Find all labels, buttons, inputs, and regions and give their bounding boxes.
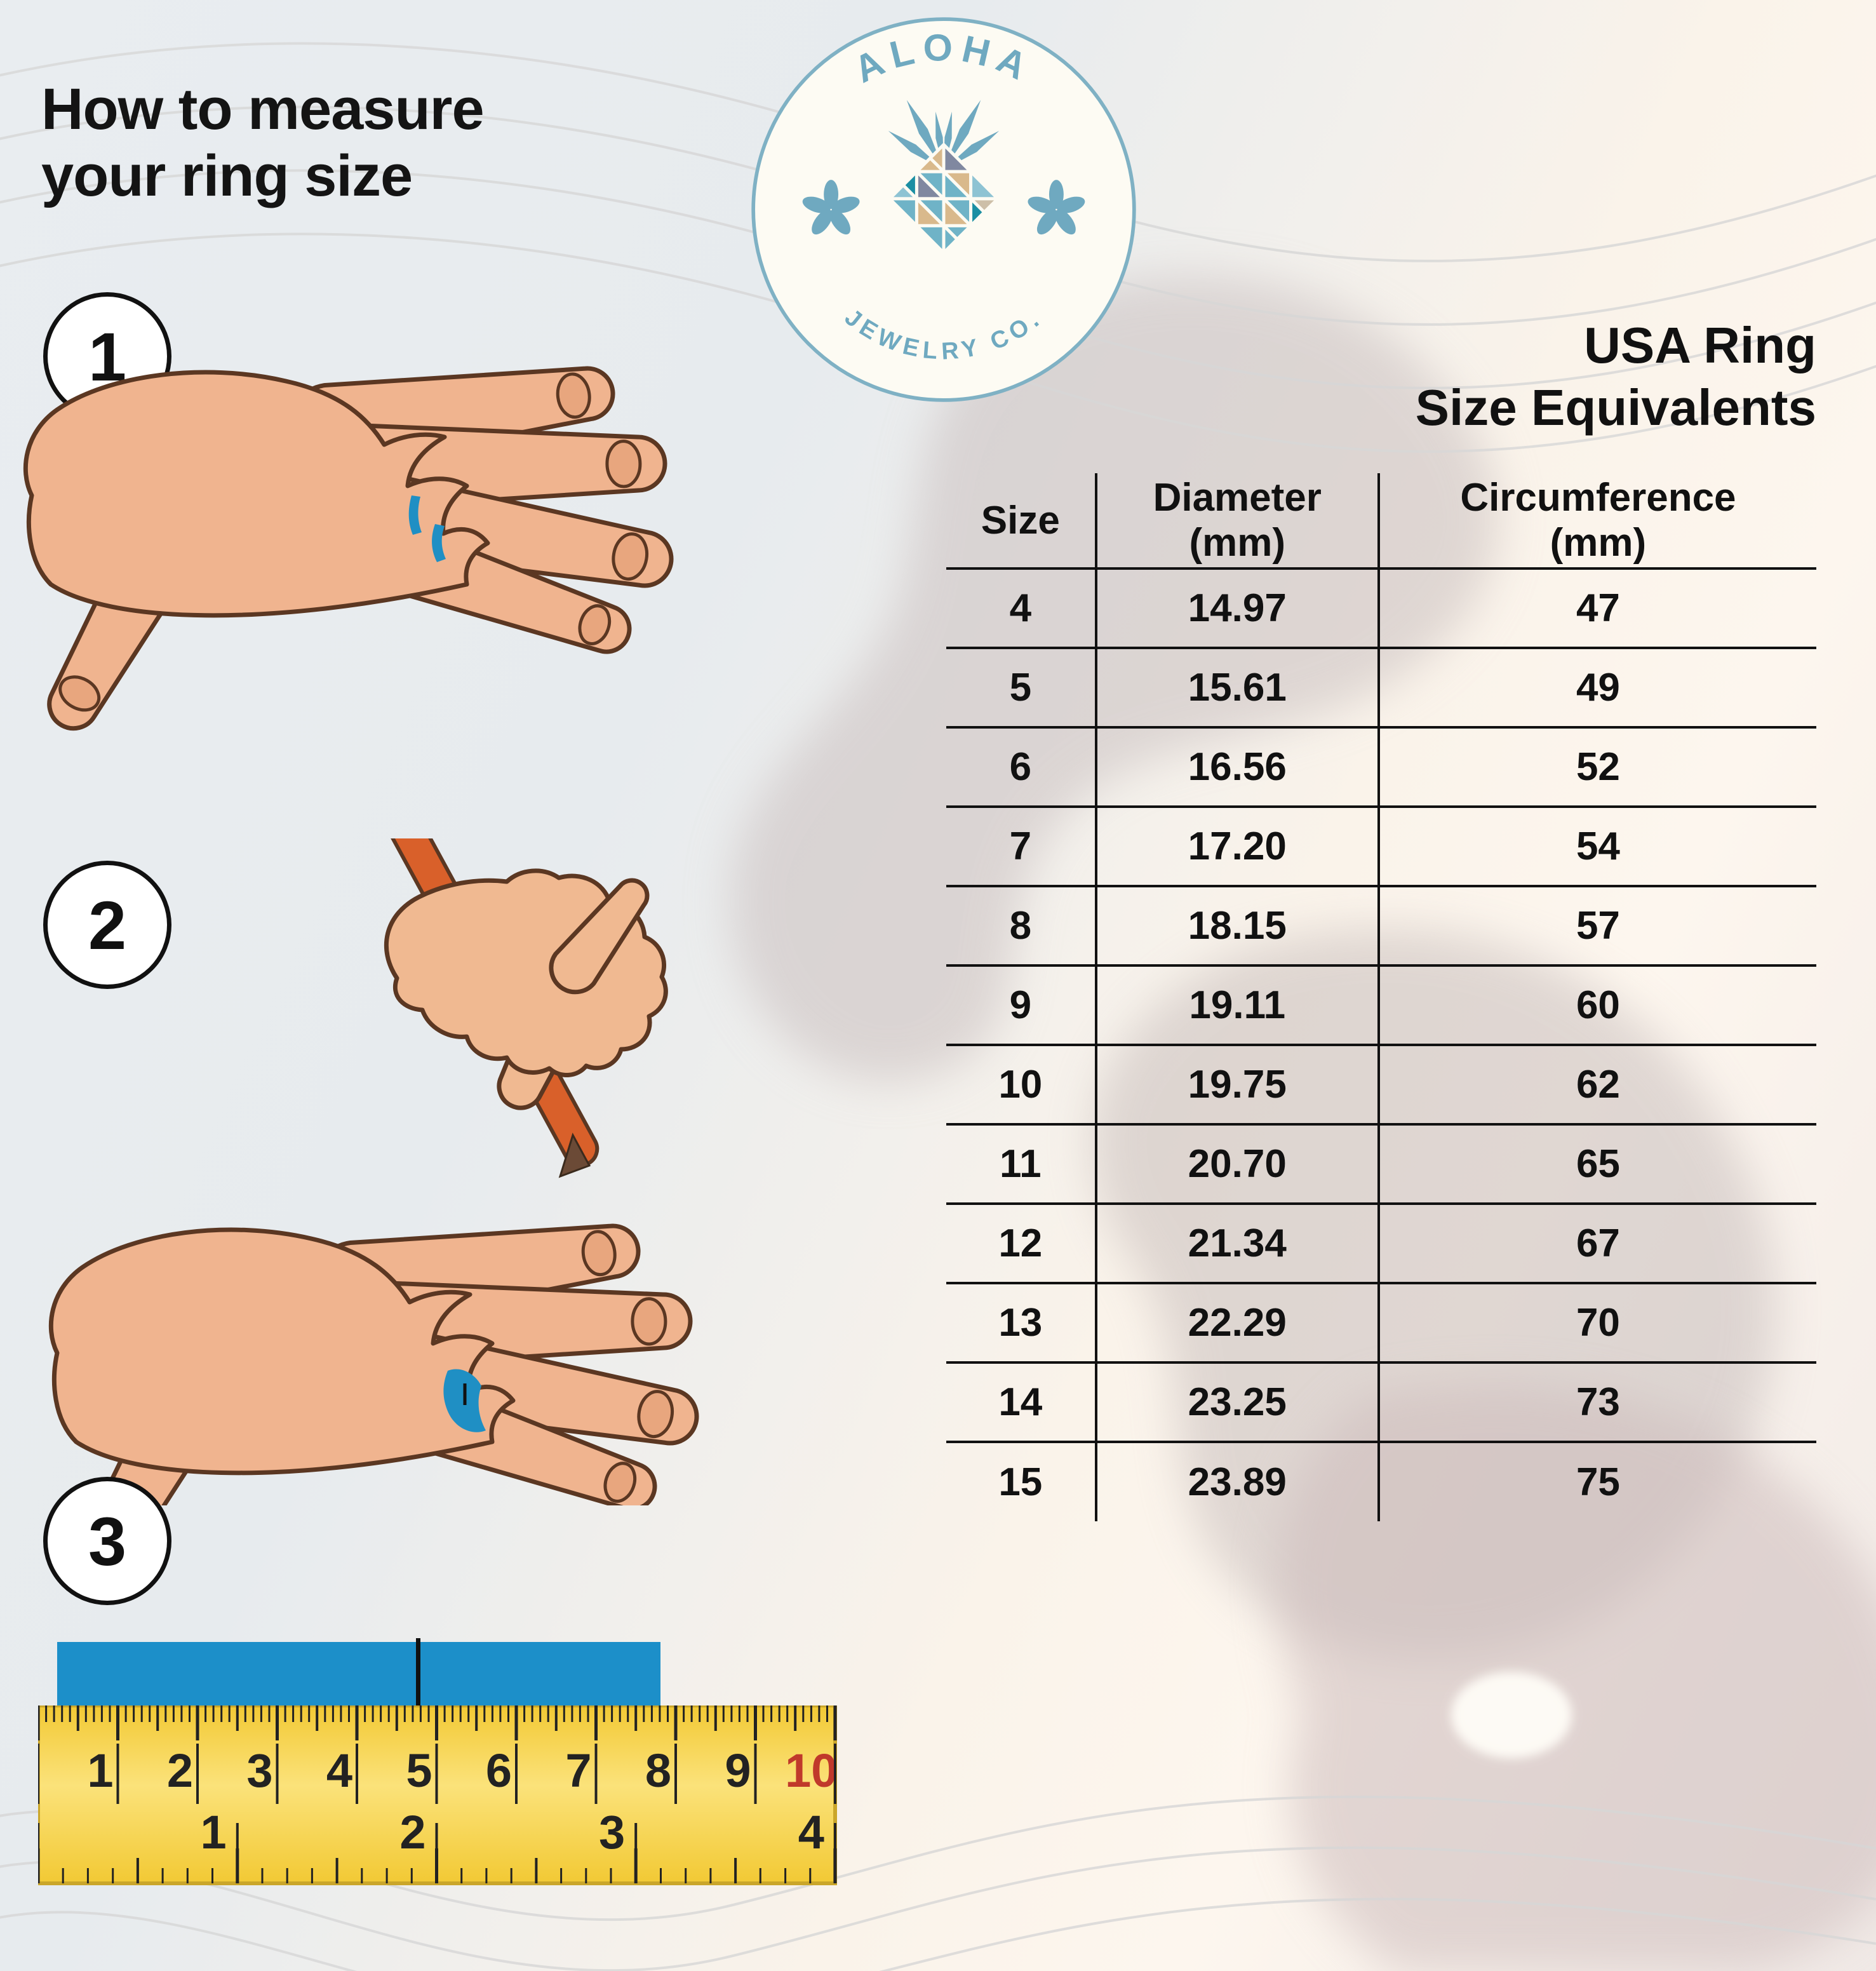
svg-text:10: 10 <box>785 1744 837 1797</box>
svg-text:4: 4 <box>798 1806 824 1859</box>
svg-text:7: 7 <box>565 1744 591 1797</box>
svg-text:3: 3 <box>599 1806 625 1859</box>
svg-text:3: 3 <box>246 1744 272 1797</box>
svg-text:8: 8 <box>645 1744 671 1797</box>
svg-text:1: 1 <box>201 1806 227 1859</box>
svg-text:4: 4 <box>326 1744 352 1797</box>
svg-text:9: 9 <box>725 1744 751 1797</box>
svg-text:2: 2 <box>399 1806 425 1859</box>
svg-text:1: 1 <box>87 1744 113 1797</box>
svg-text:2: 2 <box>167 1744 193 1797</box>
svg-text:6: 6 <box>486 1744 512 1797</box>
svg-text:5: 5 <box>406 1744 432 1797</box>
